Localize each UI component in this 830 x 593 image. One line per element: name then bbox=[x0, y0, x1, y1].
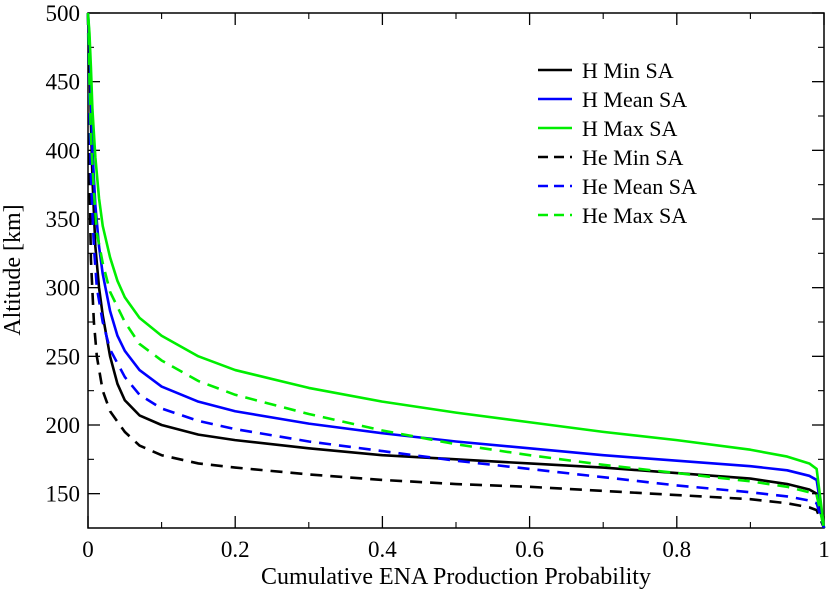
legend-label: He Max SA bbox=[582, 203, 687, 228]
x-tick-label: 0.4 bbox=[368, 537, 397, 562]
legend-label: H Mean SA bbox=[582, 87, 687, 112]
series-lines bbox=[86, 12, 826, 529]
series-line-he-mean-sa bbox=[86, 12, 826, 529]
x-tick-label: 1 bbox=[818, 537, 830, 562]
series-line-h-mean-sa bbox=[86, 12, 826, 529]
y-tick-label: 300 bbox=[46, 276, 81, 301]
series-line-he-max-sa bbox=[86, 12, 826, 529]
series-line-h-min-sa bbox=[86, 12, 826, 529]
y-axis-title: Altitude [km] bbox=[0, 204, 26, 335]
series-line-he-min-sa bbox=[86, 12, 826, 529]
legend-label: H Min SA bbox=[582, 58, 674, 83]
x-axis-title: Cumulative ENA Production Probability bbox=[261, 564, 651, 590]
y-tick-label: 450 bbox=[46, 70, 81, 95]
y-tick-label: 250 bbox=[46, 344, 81, 369]
legend-label: He Min SA bbox=[582, 145, 684, 170]
legend: H Min SA H Mean SA H Max SA He Min SA He Mea… bbox=[538, 58, 697, 228]
x-tick-label: 0.2 bbox=[221, 537, 250, 562]
x-tick-label: 0.6 bbox=[515, 537, 544, 562]
series-line-h-max-sa bbox=[86, 12, 826, 529]
x-tick-label: 0.8 bbox=[662, 537, 691, 562]
legend-label: He Mean SA bbox=[582, 174, 697, 199]
y-tick-label: 350 bbox=[46, 207, 81, 232]
x-tick-label: 0 bbox=[82, 537, 94, 562]
major-ticks: 0 0.2 0.4 0.6 0.8 1 150 200 250 300 350 400 450 500 bbox=[46, 1, 830, 562]
y-tick-label: 150 bbox=[46, 482, 81, 507]
plot-frame bbox=[87, 12, 825, 529]
minor-ticks bbox=[88, 13, 824, 528]
legend-label: H Max SA bbox=[582, 116, 677, 141]
y-tick-label: 400 bbox=[46, 138, 81, 163]
y-tick-label: 500 bbox=[46, 1, 81, 26]
y-tick-label: 200 bbox=[46, 413, 81, 438]
